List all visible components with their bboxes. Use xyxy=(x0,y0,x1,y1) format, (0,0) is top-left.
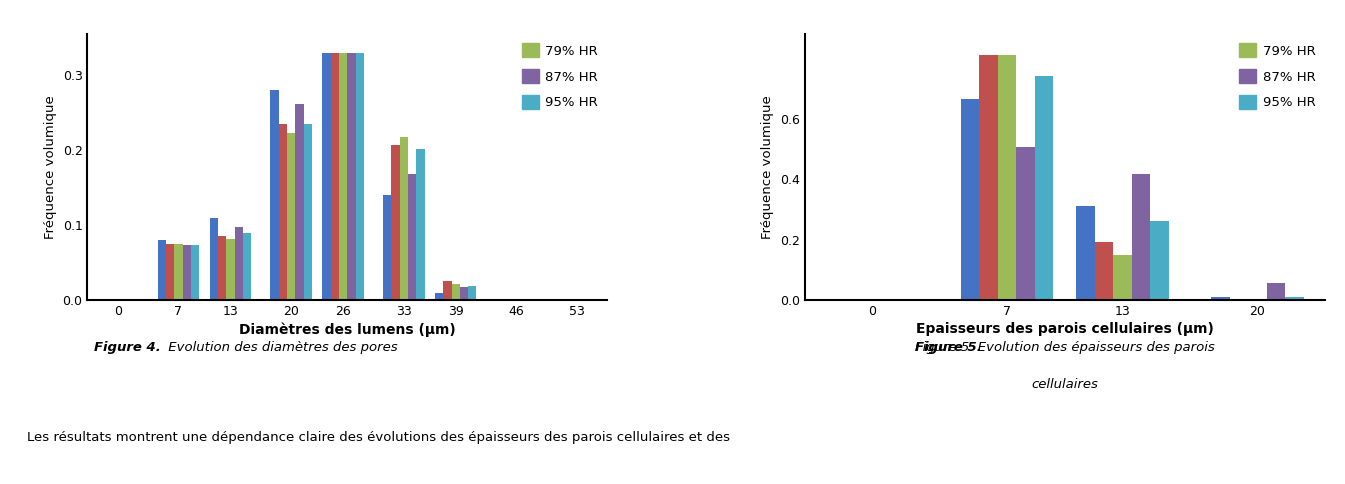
Bar xyxy=(1114,256,1132,300)
Bar xyxy=(1267,283,1286,300)
Bar xyxy=(270,90,278,300)
Bar xyxy=(383,195,391,300)
Bar xyxy=(1132,174,1150,300)
Bar xyxy=(452,284,460,300)
Bar xyxy=(304,124,312,300)
Legend: 79% HR, 87% HR, 95% HR: 79% HR, 87% HR, 95% HR xyxy=(519,41,601,112)
Bar xyxy=(1017,147,1034,300)
Text: Figure 5.: Figure 5. xyxy=(915,341,982,354)
Bar xyxy=(175,244,183,300)
Bar xyxy=(355,53,364,300)
Bar xyxy=(998,55,1017,300)
Bar xyxy=(226,239,234,300)
Bar xyxy=(323,53,331,300)
Bar xyxy=(286,133,295,300)
Bar xyxy=(157,240,165,300)
Bar xyxy=(960,99,979,300)
Bar xyxy=(408,174,416,300)
Bar xyxy=(416,149,425,300)
Bar xyxy=(1212,297,1229,300)
Bar xyxy=(1095,242,1114,300)
Bar xyxy=(165,244,175,300)
Text: Figure 5. Evolution des épaisseurs des parois: Figure 5. Evolution des épaisseurs des p… xyxy=(915,341,1215,354)
Bar xyxy=(1286,297,1303,300)
Text: Figure 4.: Figure 4. xyxy=(94,341,161,354)
Legend: 79% HR, 87% HR, 95% HR: 79% HR, 87% HR, 95% HR xyxy=(1236,41,1318,112)
Bar xyxy=(191,245,199,300)
Text: Evolution des diamètres des pores: Evolution des diamètres des pores xyxy=(164,341,397,354)
Bar xyxy=(210,218,218,300)
Bar xyxy=(460,287,468,300)
Bar xyxy=(339,53,347,300)
Bar xyxy=(399,137,408,300)
Bar xyxy=(468,286,476,300)
Bar xyxy=(331,53,339,300)
Y-axis label: Fréquence volumique: Fréquence volumique xyxy=(44,95,56,239)
Y-axis label: Fréquence volumique: Fréquence volumique xyxy=(761,95,775,239)
Bar xyxy=(1076,206,1095,300)
Bar xyxy=(444,281,452,300)
Bar xyxy=(295,104,304,300)
Bar xyxy=(1150,221,1169,300)
Text: cellulaires: cellulaires xyxy=(1032,378,1099,391)
Bar xyxy=(234,227,243,300)
Bar xyxy=(391,145,399,300)
Bar xyxy=(243,233,252,300)
Bar xyxy=(979,55,998,300)
X-axis label: Diamètres des lumens (μm): Diamètres des lumens (μm) xyxy=(239,322,456,336)
Bar xyxy=(218,236,226,300)
Bar xyxy=(1034,76,1053,300)
Bar xyxy=(347,53,355,300)
Bar xyxy=(278,124,286,300)
X-axis label: Epaisseurs des parois cellulaires (μm): Epaisseurs des parois cellulaires (μm) xyxy=(916,322,1213,336)
Bar xyxy=(434,293,444,300)
Bar xyxy=(183,245,191,300)
Text: Les résultats montrent une dépendance claire des évolutions des épaisseurs des p: Les résultats montrent une dépendance cl… xyxy=(27,431,730,444)
